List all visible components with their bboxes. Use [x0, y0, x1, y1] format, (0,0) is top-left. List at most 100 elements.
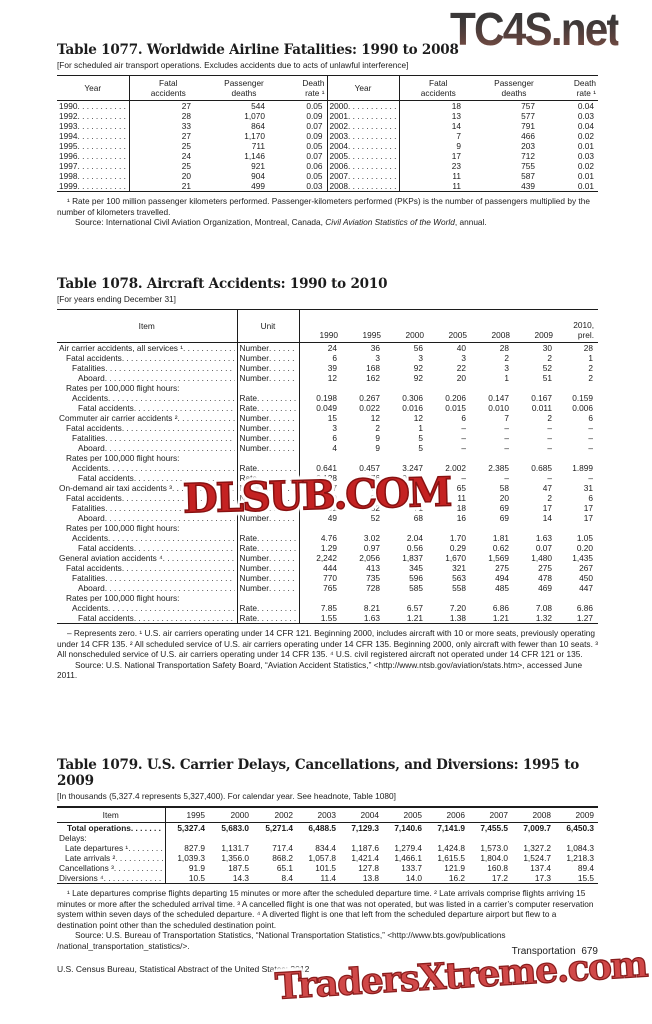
- item-label: Fatal accidents: [66, 353, 122, 363]
- value-cell: –: [588, 433, 593, 443]
- value-cell: 5,327.4: [177, 823, 205, 833]
- unit-label: Number: [239, 563, 270, 573]
- value-cell: 24: [370, 493, 380, 503]
- table-row: On-demand air taxi accidents ³ Number 107 7…: [57, 483, 598, 493]
- value-cell: 1,327.2: [523, 843, 551, 853]
- item-cell: Accidents: [57, 463, 238, 473]
- item-label: Fatalities: [72, 363, 106, 373]
- value-cell: [555, 833, 598, 843]
- dot-leader: [348, 121, 397, 131]
- dot-leader: [77, 121, 126, 131]
- value-cell: 0.167: [531, 393, 552, 403]
- item-label: Rates per 100,000 flight hours:: [66, 383, 180, 393]
- table-row: Fatal accidents Rate 1.55 1.63 1.21 1.38 1.21 1…: [57, 613, 598, 624]
- value-cell: –: [461, 443, 466, 453]
- value-cell: 1,573.0: [480, 843, 508, 853]
- dot-leader: [269, 413, 296, 423]
- table-1078-footnotes: – Represents zero. ¹ U.S. air carriers o…: [57, 628, 598, 681]
- year-label: 1990: [59, 101, 78, 111]
- value-cell: 1: [504, 373, 509, 383]
- table-row: Late arrivals ² 1,039.3 1,356.0 868.2 1,057.…: [57, 853, 598, 863]
- dot-leader: [77, 141, 126, 151]
- value-cell: 765: [323, 583, 337, 593]
- value-cell: 91.9: [188, 863, 205, 873]
- unit-label: Number: [239, 433, 270, 443]
- value-cell: 8.21: [363, 603, 380, 613]
- item-cell: Fatalities: [57, 573, 238, 583]
- dot-leader: [348, 131, 397, 141]
- value-cell: [428, 593, 471, 603]
- col-header-year: 2003: [297, 807, 340, 823]
- dot-leader: [105, 433, 234, 443]
- item-cell: Aboard: [57, 513, 238, 523]
- unit-label: Number: [239, 363, 270, 373]
- unit-label: Rate: [239, 473, 258, 483]
- value-cell: 2: [504, 353, 509, 363]
- value-cell: 9: [375, 443, 380, 453]
- item-cell: Fatal accidents: [57, 543, 238, 553]
- value-cell: [299, 593, 342, 603]
- item-cell: Fatal accidents: [57, 423, 238, 433]
- value-cell: 0.267: [359, 393, 380, 403]
- value-cell: 4: [332, 443, 337, 453]
- value-cell: 1: [588, 353, 593, 363]
- dot-leader: [77, 131, 126, 141]
- value-cell: 203: [521, 141, 535, 151]
- unit-cell: Rate: [237, 603, 300, 613]
- value-cell: 1,057.8: [308, 853, 336, 863]
- table-row: Fatalities Number 51 52 71 18 69 17 17: [57, 503, 598, 513]
- dot-leader: [183, 343, 234, 353]
- table-1079-headnote: [In thousands (5,327.4 represents 5,327,…: [57, 791, 396, 801]
- table-1077-headnote: [For scheduled air transport operations.…: [57, 60, 409, 70]
- col-header-year: Year: [327, 75, 400, 101]
- item-cell: On-demand air taxi accidents ³: [57, 483, 238, 493]
- value-cell: 17: [542, 503, 552, 513]
- table-row: Total operations 5,327.4 5,683.0 5,271.4 6,4…: [57, 822, 598, 833]
- value-cell: 65: [456, 483, 466, 493]
- value-cell: 22: [456, 363, 466, 373]
- unit-cell: Rate: [237, 533, 300, 543]
- value-cell: 3: [332, 423, 337, 433]
- dot-leader: [348, 111, 397, 121]
- dot-leader: [163, 553, 235, 563]
- value-cell: 47: [542, 483, 552, 493]
- value-cell: 1,466.1: [394, 853, 422, 863]
- dot-leader: [269, 373, 296, 383]
- unit-cell: Number: [237, 583, 300, 593]
- value-cell: 6: [332, 433, 337, 443]
- value-cell: 29: [327, 493, 337, 503]
- value-cell: 15: [327, 413, 337, 423]
- year-cell: 1990: [57, 100, 130, 111]
- year-cell: 2002: [327, 121, 400, 131]
- value-cell: 7.08: [535, 603, 552, 613]
- dot-leader: [348, 141, 397, 151]
- value-cell: 0.049: [316, 403, 337, 413]
- table-row: Rates per 100,000 flight hours:: [57, 383, 598, 393]
- value-cell: [385, 453, 428, 463]
- table-1078: Item Unit 1990 1995 2000 2005 2008 2009 2010, …: [57, 309, 598, 624]
- unit-cell: Number: [237, 433, 300, 443]
- table-row: Accidents Rate 4.76 3.02 2.04 1.70 1.81 1.63 1.0…: [57, 533, 598, 543]
- value-cell: 770: [323, 573, 337, 583]
- value-cell: 587: [521, 171, 535, 181]
- value-cell: 1,146: [244, 151, 265, 161]
- value-cell: [299, 383, 342, 393]
- unit-cell: Number: [237, 563, 300, 573]
- value-cell: 0.016: [402, 403, 423, 413]
- value-cell: 3: [375, 353, 380, 363]
- value-cell: 6.86: [576, 603, 593, 613]
- dot-leader: [257, 463, 296, 473]
- value-cell: [471, 453, 514, 463]
- value-cell: 2: [588, 363, 593, 373]
- value-cell: [165, 833, 209, 843]
- value-cell: [426, 833, 469, 843]
- unit-cell: Number: [237, 573, 300, 583]
- value-cell: 585: [409, 583, 423, 593]
- item-cell: Fatalities: [57, 363, 238, 373]
- item-cell: Fatal accidents: [57, 493, 238, 503]
- item-label: Cancellations ³: [59, 863, 114, 873]
- value-cell: 1,356.0: [221, 853, 249, 863]
